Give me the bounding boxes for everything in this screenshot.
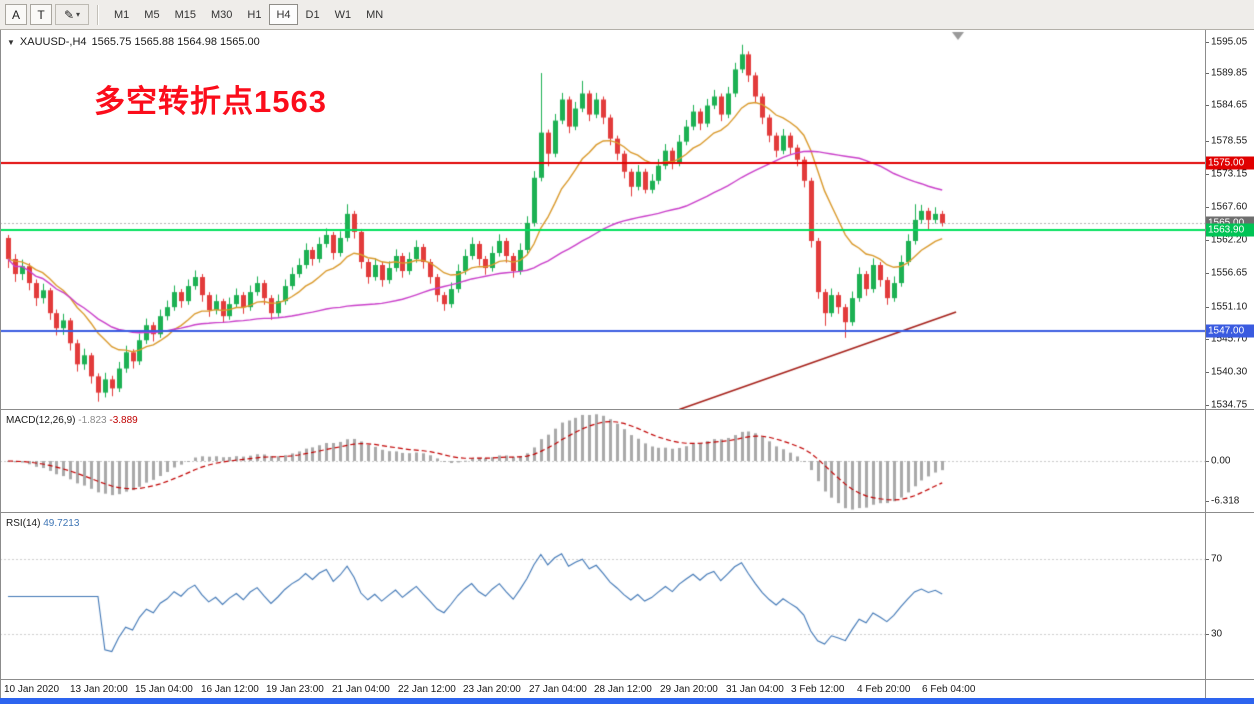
rsi-level-label: 70 (1211, 553, 1223, 565)
price-badge: 1575.00 (1205, 156, 1254, 170)
price-tick-mark (1205, 207, 1209, 208)
rsi-name: RSI(14) (6, 518, 41, 529)
price-tick-mark (1205, 339, 1209, 340)
text-button[interactable]: T (30, 4, 52, 25)
panel-separator-timeaxis (0, 679, 1254, 680)
rsi-tick-mark (1205, 634, 1209, 635)
price-tick-label: 1556.65 (1211, 267, 1248, 279)
price-tick-label: 1540.30 (1211, 366, 1248, 378)
chevron-down-icon: ▾ (76, 10, 81, 19)
time-axis-label: 21 Jan 04:00 (332, 684, 390, 695)
price-badge: 1547.00 (1205, 324, 1254, 338)
timeframe-m15[interactable]: M15 (168, 4, 203, 25)
price-tick-mark (1205, 174, 1209, 175)
time-axis-label: 31 Jan 04:00 (726, 684, 784, 695)
price-tick-mark (1205, 73, 1209, 74)
time-axis-label: 3 Feb 12:00 (791, 684, 845, 695)
annotation-text[interactable]: 多空转折点1563 (94, 84, 327, 119)
time-axis-label: 4 Feb 20:00 (857, 684, 911, 695)
price-tick-label: 1551.10 (1211, 301, 1248, 313)
time-axis-label: 13 Jan 20:00 (70, 684, 128, 695)
time-axis[interactable]: 10 Jan 2020 13 Jan 20:00 15 Jan 04:00 16 Ja… (0, 680, 1205, 698)
collapse-triangle-icon[interactable]: ▼ (7, 37, 15, 47)
price-tick-label: 1584.65 (1211, 99, 1248, 111)
time-axis-label: 19 Jan 23:00 (266, 684, 324, 695)
chart-area[interactable]: ▼ XAUUSD-,H4 1565.75 1565.88 1564.98 156… (0, 30, 1205, 698)
text-label-button[interactable]: A (5, 4, 27, 25)
timeframe-d1[interactable]: D1 (299, 4, 327, 25)
price-tick-mark (1205, 42, 1209, 43)
price-tick-mark (1205, 372, 1209, 373)
price-tick-mark (1205, 141, 1209, 142)
price-badge: 1563.90 (1205, 223, 1254, 237)
timeframe-h4[interactable]: H4 (269, 4, 298, 25)
rsi-indicator-canvas[interactable] (0, 513, 1205, 679)
macd-tick-label: -6.318 (1211, 495, 1240, 507)
timeframe-m5[interactable]: M5 (137, 4, 166, 25)
symbol-period-label: XAUUSD-,H4 (19, 36, 87, 48)
timeframe-mn[interactable]: MN (359, 4, 390, 25)
main-chart-canvas[interactable] (0, 30, 1205, 409)
rsi-value: 49.7213 (43, 518, 80, 529)
time-axis-label: 23 Jan 20:00 (463, 684, 521, 695)
macd-main-value: -1.823 (78, 415, 107, 426)
time-axis-label: 28 Jan 12:00 (594, 684, 652, 695)
time-axis-label: 27 Jan 04:00 (529, 684, 587, 695)
price-tick-mark (1205, 307, 1209, 308)
price-tick-mark (1205, 273, 1209, 274)
price-tick-label: 1573.15 (1211, 168, 1248, 180)
bottom-bar (0, 698, 1254, 704)
rsi-tick-mark (1205, 559, 1209, 560)
price-scale-border (1205, 30, 1206, 698)
chart-left-border (0, 30, 1, 698)
timeframe-h1[interactable]: H1 (240, 4, 268, 25)
macd-name: MACD(12,26,9) (6, 415, 76, 426)
price-tick-label: 1545.70 (1211, 333, 1248, 345)
timeframe-m30[interactable]: M30 (204, 4, 239, 25)
macd-label: MACD(12,26,9) -1.823 -3.889 (6, 415, 138, 426)
timeframe-group: M1 M5 M15 M30 H1 H4 D1 W1 MN (107, 4, 390, 25)
macd-signal-value: -3.889 (109, 415, 138, 426)
toolbar-separator (97, 4, 99, 25)
macd-tick-label: 0.00 (1211, 455, 1231, 467)
rsi-label: RSI(14) 49.7213 (6, 518, 79, 529)
time-axis-label: 29 Jan 20:00 (660, 684, 718, 695)
macd-tick-mark (1205, 461, 1209, 462)
timeframe-w1[interactable]: W1 (328, 4, 359, 25)
price-tick-label: 1589.85 (1211, 67, 1248, 79)
price-tick-label: 1562.20 (1211, 234, 1248, 246)
time-axis-label: 6 Feb 04:00 (922, 684, 976, 695)
macd-tick-mark (1205, 501, 1209, 502)
panel-separator-macd[interactable] (0, 409, 1254, 410)
drawing-tool-dropdown[interactable]: ✎ ▾ (55, 4, 89, 25)
time-axis-label: 10 Jan 2020 (4, 684, 60, 695)
price-tick-mark (1205, 405, 1209, 406)
panel-separator-rsi[interactable] (0, 512, 1254, 513)
chart-title: ▼ XAUUSD-,H4 1565.75 1565.88 1564.98 156… (7, 36, 260, 48)
ohlc-values: 1565.75 1565.88 1564.98 1565.00 (91, 36, 260, 48)
pencil-icon: ✎ (63, 7, 75, 22)
macd-indicator-canvas[interactable] (0, 410, 1205, 512)
time-axis-label: 22 Jan 12:00 (398, 684, 456, 695)
time-axis-label: 15 Jan 04:00 (135, 684, 193, 695)
price-tick-mark (1205, 105, 1209, 106)
price-tick-label: 1578.55 (1211, 135, 1248, 147)
timeframe-m1[interactable]: M1 (107, 4, 136, 25)
chart-workspace: ▼ XAUUSD-,H4 1565.75 1565.88 1564.98 156… (0, 30, 1254, 698)
toolbar: A T ✎ ▾ M1 M5 M15 M30 H1 H4 D1 W1 MN (0, 0, 1254, 30)
time-axis-label: 16 Jan 12:00 (201, 684, 259, 695)
price-scale[interactable]: 1595.05 1589.85 1584.65 1578.55 1573.15 1567.… (1205, 30, 1254, 698)
price-tick-label: 1595.05 (1211, 36, 1248, 48)
price-tick-mark (1205, 240, 1209, 241)
price-tick-label: 1534.75 (1211, 399, 1248, 411)
price-tick-label: 1567.60 (1211, 201, 1248, 213)
rsi-level-label: 30 (1211, 628, 1223, 640)
